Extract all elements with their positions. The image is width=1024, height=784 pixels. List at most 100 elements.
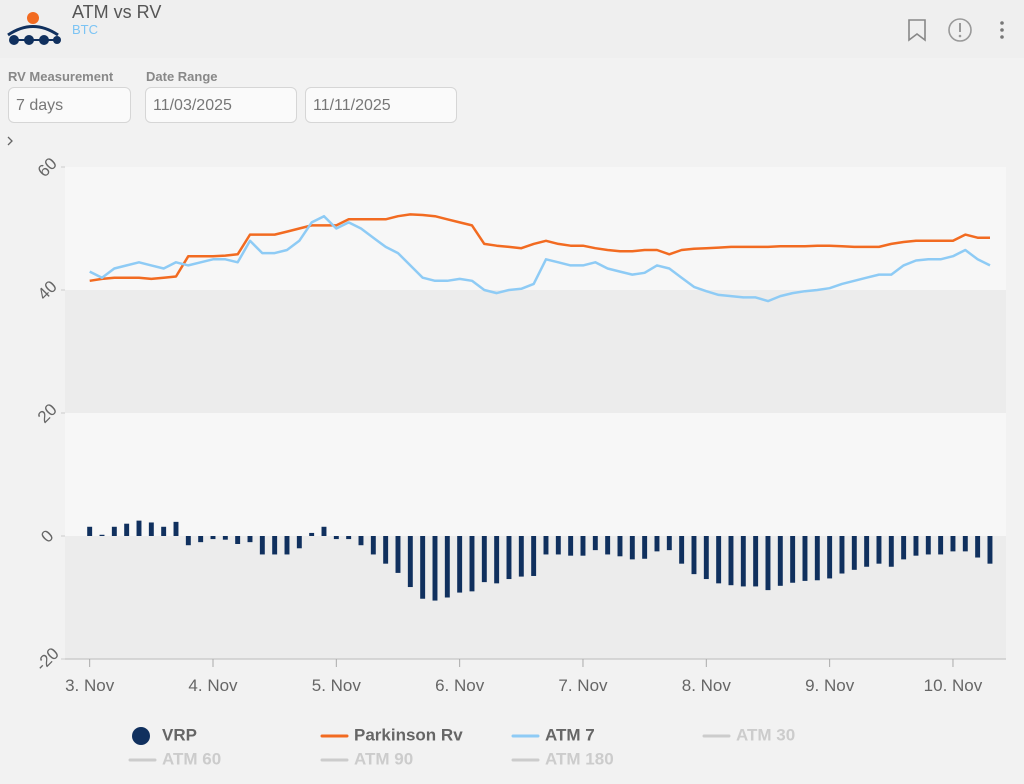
x-tick-label: 3. Nov <box>65 676 115 695</box>
bar <box>383 536 389 564</box>
bar <box>444 536 450 598</box>
y-tick-label: 0 <box>37 526 57 546</box>
bar <box>691 536 697 575</box>
line <box>89 214 991 303</box>
bar <box>901 536 907 560</box>
bar <box>753 536 759 587</box>
bar <box>469 536 475 592</box>
bar <box>247 536 253 543</box>
bar <box>124 523 130 536</box>
bar <box>642 536 648 559</box>
menu-icon[interactable] <box>1000 21 1004 39</box>
x-tick-label: 5. Nov <box>312 676 362 695</box>
legend-label[interactable]: ATM 180 <box>545 749 614 768</box>
date-label: Date Range <box>146 69 218 84</box>
date-to[interactable]: 11/11/2025 <box>305 87 457 123</box>
bar <box>876 536 882 564</box>
bar <box>370 536 376 555</box>
legend-label[interactable]: ATM 7 <box>545 725 595 744</box>
bar <box>864 536 870 567</box>
bar <box>173 521 179 536</box>
bar <box>198 536 204 543</box>
bar <box>962 536 968 552</box>
bar <box>592 536 598 551</box>
bar <box>333 536 339 540</box>
header-bg <box>0 0 1024 58</box>
bar <box>555 536 561 555</box>
bar <box>309 532 315 536</box>
bar <box>457 536 463 593</box>
x-tick-label: 10. Nov <box>924 676 983 695</box>
bar <box>777 536 783 586</box>
bar <box>222 536 228 540</box>
bar <box>802 536 808 581</box>
bar <box>111 526 117 536</box>
expand-toggle[interactable] <box>7 136 13 146</box>
bar <box>666 536 672 551</box>
logo <box>7 12 61 45</box>
bar <box>185 536 191 546</box>
info-icon[interactable] <box>948 18 972 42</box>
bar <box>506 536 512 580</box>
bar <box>568 536 574 556</box>
bar <box>432 536 438 601</box>
bar <box>605 536 611 555</box>
bar <box>395 536 401 573</box>
bar <box>679 536 685 564</box>
rv-select[interactable]: 7 days <box>8 87 131 123</box>
bar <box>839 536 845 574</box>
rv-label: RV Measurement <box>8 69 114 84</box>
bar <box>740 536 746 587</box>
bar <box>580 536 586 556</box>
bar <box>703 536 709 580</box>
bar <box>87 526 93 536</box>
bar <box>543 536 549 555</box>
date-from[interactable]: 11/03/2025 <box>145 87 297 123</box>
legend-label[interactable]: VRP <box>162 725 197 744</box>
bar <box>975 536 981 558</box>
x-tick-label: 8. Nov <box>682 676 732 695</box>
bar <box>814 536 820 581</box>
legend-label[interactable]: Parkinson Rv <box>354 725 463 744</box>
bar <box>913 536 919 556</box>
bar <box>296 536 302 549</box>
bar <box>716 536 722 584</box>
y-tick-label: -20 <box>32 644 63 675</box>
bar <box>346 536 352 540</box>
bar <box>136 520 142 536</box>
x-tick-label: 6. Nov <box>435 676 485 695</box>
bar <box>284 536 290 555</box>
bar <box>321 526 327 536</box>
bar <box>950 536 956 552</box>
bar <box>938 536 944 555</box>
bar <box>531 536 537 576</box>
bar <box>629 536 635 560</box>
bar <box>765 536 771 591</box>
bar <box>148 522 154 536</box>
bar <box>851 536 857 570</box>
bar <box>987 536 993 564</box>
subtitle: BTC <box>72 22 98 37</box>
bar <box>259 536 265 555</box>
legend-label[interactable]: ATM 90 <box>354 749 413 768</box>
bar <box>790 536 796 583</box>
bar <box>518 536 524 577</box>
bar <box>161 526 167 536</box>
bar <box>728 536 734 586</box>
title: ATM vs RV <box>72 2 162 22</box>
bar <box>654 536 660 552</box>
legend-label[interactable]: ATM 60 <box>162 749 221 768</box>
bookmark-icon[interactable] <box>908 19 926 42</box>
bar <box>99 534 105 536</box>
legend-label[interactable]: ATM 30 <box>736 725 795 744</box>
x-tick-label: 7. Nov <box>558 676 608 695</box>
bar <box>494 536 500 584</box>
y-tick-label: 60 <box>34 154 61 181</box>
bar <box>235 536 241 544</box>
legend-symbol <box>132 727 150 745</box>
bar <box>481 536 487 583</box>
y-tick-label: 20 <box>34 400 61 427</box>
bar <box>617 536 623 557</box>
